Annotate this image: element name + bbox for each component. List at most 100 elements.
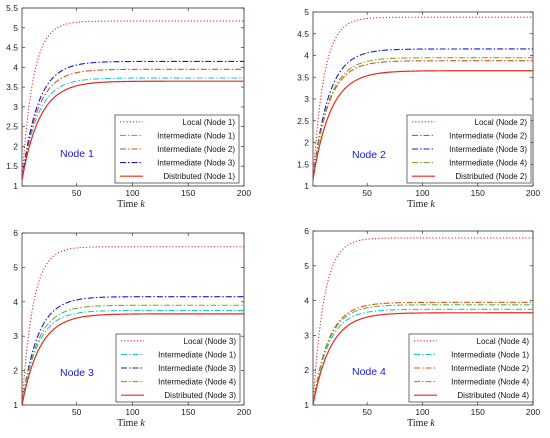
y-tick-label: 6 <box>304 226 309 236</box>
legend: Local (Node 3) Intermediate (Node 1) Inter… <box>115 333 241 403</box>
y-tick-label: 5 <box>13 23 18 33</box>
legend: Local (Node 1) Intermediate (Node 1) Inter… <box>114 114 240 184</box>
legend-entry-2: Intermediate (Node 2) <box>449 131 527 140</box>
node-label: Node 4 <box>352 366 386 378</box>
node-label: Node 1 <box>60 148 94 160</box>
y-tick-label: 4.5 <box>6 43 18 53</box>
legend-entry-2: Intermediate (Node 1) <box>158 350 236 359</box>
series-line-3 <box>22 68 244 181</box>
series-line-5 <box>22 313 244 405</box>
legend-entry-1: Local (Node 4) <box>477 337 530 346</box>
x-tick-label: 50 <box>72 188 82 198</box>
y-tick-label: 5 <box>304 261 309 271</box>
y-tick-label: 1 <box>13 400 18 410</box>
y-tick-label: 3 <box>304 330 309 340</box>
series-line-4 <box>313 304 533 405</box>
y-tick-label: 2.5 <box>6 122 18 132</box>
x-axis-label: Time k <box>117 199 145 210</box>
x-tick-label: 100 <box>415 188 429 198</box>
series-line-5 <box>313 312 533 405</box>
chart-panel-4: 50 100 150 200 1 2 3 4 5 6 Time k Node 4 Local (Node… <box>304 226 540 429</box>
legend-entry-3: Intermediate (Node 3) <box>158 364 236 373</box>
legend-entry-3: Intermediate (Node 3) <box>449 145 527 154</box>
x-tick-label: 150 <box>471 188 485 198</box>
x-tick-label: 200 <box>526 407 540 417</box>
series-line-2 <box>313 308 533 405</box>
chart-panel-1: 50 100 150 200 1 1.5 2 2.5 3 3.5 4 4.5 5 5.5 Time k Nod… <box>6 3 251 210</box>
y-tick-label: 3.5 <box>297 72 309 82</box>
y-tick-label: 2 <box>13 366 18 376</box>
y-tick-label: 1 <box>304 400 309 410</box>
x-axis-label: Time k <box>407 199 435 210</box>
y-tick-label: 3.5 <box>6 82 18 92</box>
legend-entry-5: Distributed (Node 1) <box>163 172 235 181</box>
y-tick-label: 6 <box>13 228 18 238</box>
legend-entry-4: Intermediate (Node 4) <box>158 378 236 387</box>
x-axis-label: Time k <box>407 418 435 429</box>
legend-entry-4: Intermediate (Node 3) <box>157 159 235 168</box>
chart-panel-2: 50 100 150 200 1 1.5 2 2.5 3 3.5 4 4.5 5 Time k Node 2… <box>297 7 540 210</box>
y-tick-label: 2.5 <box>297 116 309 126</box>
legend-entry-1: Local (Node 3) <box>184 337 237 346</box>
series-line-2 <box>313 60 533 180</box>
x-tick-label: 50 <box>362 188 372 198</box>
x-tick-label: 150 <box>181 407 195 417</box>
legend: Local (Node 4) Intermediate (Node 1) Inter… <box>408 333 534 403</box>
x-tick-label: 200 <box>237 188 251 198</box>
series-line-3 <box>313 301 533 405</box>
y-tick-label: 2 <box>304 138 309 148</box>
series-line-5 <box>313 70 533 180</box>
series-line-2 <box>22 309 244 405</box>
y-tick-label: 5.5 <box>6 3 18 13</box>
node-label: Node 3 <box>60 367 94 379</box>
x-tick-label: 150 <box>181 188 195 198</box>
y-tick-label: 4 <box>13 297 18 307</box>
y-tick-label: 4 <box>304 51 309 61</box>
y-tick-label: 4 <box>304 296 309 306</box>
legend-entry-4: Intermediate (Node 4) <box>451 378 529 387</box>
legend-entry-2: Intermediate (Node 1) <box>451 350 529 359</box>
y-tick-label: 2 <box>304 365 309 375</box>
y-tick-label: 3 <box>304 94 309 104</box>
y-tick-label: 4 <box>13 62 18 72</box>
series-line-5 <box>22 80 244 181</box>
y-tick-label: 1 <box>304 181 309 191</box>
y-tick-label: 4.5 <box>297 29 309 39</box>
x-tick-label: 50 <box>362 407 372 417</box>
x-tick-label: 50 <box>72 407 82 417</box>
y-tick-label: 5 <box>304 7 309 17</box>
series-line-4 <box>22 304 244 405</box>
legend-box <box>114 114 240 184</box>
y-tick-label: 3 <box>13 331 18 341</box>
x-tick-label: 150 <box>471 407 485 417</box>
node-label: Node 2 <box>352 149 386 161</box>
y-tick-label: 5 <box>13 262 18 272</box>
legend-entry-5: Distributed (Node 4) <box>457 391 529 400</box>
series-line-4 <box>313 57 533 180</box>
legend: Local (Node 2) Intermediate (Node 2) Inter… <box>406 114 532 184</box>
legend-entry-5: Distributed (Node 2) <box>455 172 527 181</box>
legend-entry-2: Intermediate (Node 1) <box>157 131 235 140</box>
y-tick-label: 2 <box>13 141 18 151</box>
series-line-2 <box>22 77 244 181</box>
legend-entry-3: Intermediate (Node 2) <box>157 145 235 154</box>
series-line-1 <box>22 246 244 405</box>
series-line-1 <box>22 20 244 181</box>
series-line-1 <box>313 237 533 405</box>
x-tick-label: 100 <box>415 407 429 417</box>
series-line-4 <box>22 60 244 181</box>
y-tick-label: 1 <box>13 181 18 191</box>
x-tick-label: 100 <box>125 188 139 198</box>
x-tick-label: 200 <box>526 188 540 198</box>
legend-entry-1: Local (Node 1) <box>183 118 236 127</box>
x-axis-label: Time k <box>117 418 145 429</box>
series-line-3 <box>22 296 244 405</box>
y-tick-label: 1.5 <box>297 159 309 169</box>
x-tick-label: 100 <box>125 407 139 417</box>
chart-panel-3: 50 100 150 200 1 2 3 4 5 6 Time k Node 3 Local (Node… <box>13 228 251 429</box>
legend-entry-1: Local (Node 2) <box>475 118 528 127</box>
legend-entry-5: Distributed (Node 3) <box>164 391 236 400</box>
y-tick-label: 1.5 <box>6 161 18 171</box>
legend-entry-4: Intermediate (Node 4) <box>449 159 527 168</box>
